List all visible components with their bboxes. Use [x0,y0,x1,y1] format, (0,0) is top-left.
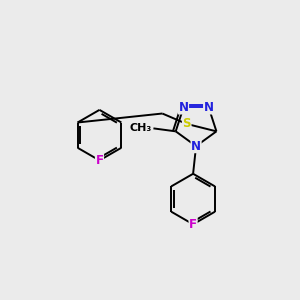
Text: F: F [95,154,104,167]
Text: N: N [204,101,214,114]
Text: N: N [178,101,188,114]
Text: CH₃: CH₃ [130,123,152,134]
Text: F: F [189,218,197,231]
Text: N: N [191,140,201,153]
Text: S: S [182,117,191,130]
